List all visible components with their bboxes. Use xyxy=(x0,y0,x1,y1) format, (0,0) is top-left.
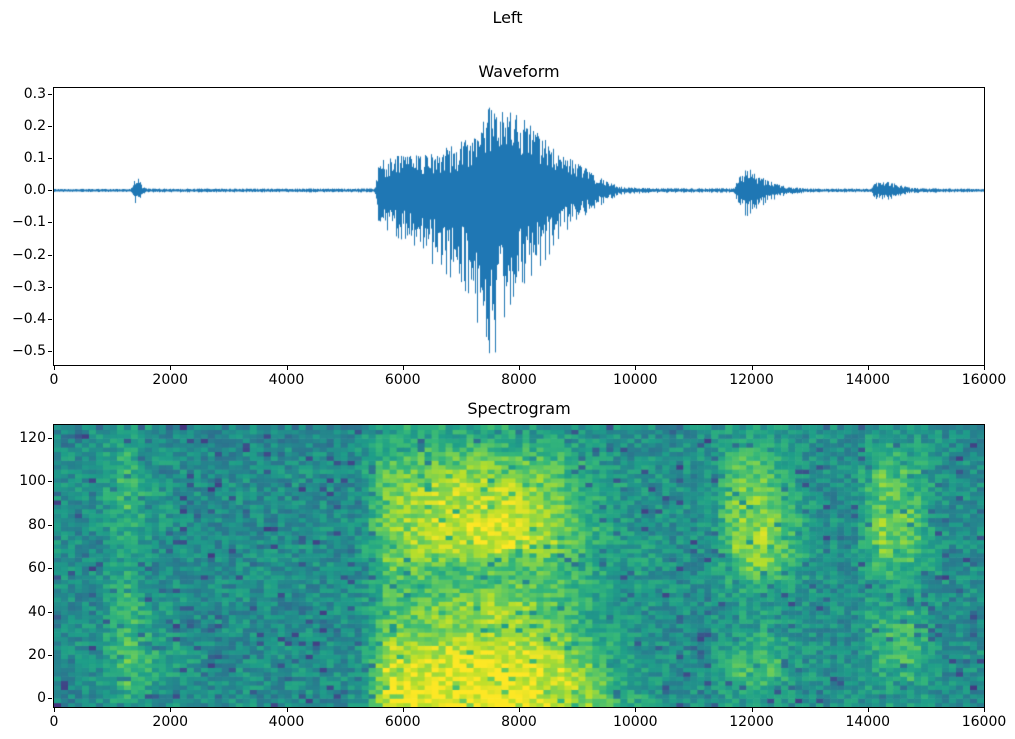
y-tick-label: 0.2 xyxy=(23,118,46,135)
x-tick-label: 6000 xyxy=(384,372,421,388)
y-tick-label: 0.3 xyxy=(23,86,46,103)
x-tick-label: 12000 xyxy=(729,714,774,730)
y-tick-label: 0 xyxy=(37,690,46,707)
x-tick-label: 12000 xyxy=(729,372,774,388)
y-tick-label: −0.1 xyxy=(12,214,46,231)
x-tick-mark xyxy=(751,366,753,370)
spectrogram-plot xyxy=(54,425,984,707)
waveform-plot xyxy=(54,88,984,365)
y-tick-label: −0.4 xyxy=(12,310,46,327)
x-tick-label: 2000 xyxy=(152,714,189,730)
x-tick-mark xyxy=(867,708,869,712)
x-tick-mark xyxy=(402,708,404,712)
y-tick-label: 20 xyxy=(28,646,46,663)
spectrogram-axes xyxy=(53,424,985,708)
y-tick-mark xyxy=(48,158,52,160)
x-tick-mark xyxy=(519,366,520,370)
y-tick-label: 100 xyxy=(19,473,46,490)
y-tick-mark xyxy=(48,126,52,128)
x-tick-mark xyxy=(286,366,288,370)
x-tick-label: 10000 xyxy=(612,372,658,388)
x-tick-mark xyxy=(170,708,172,712)
y-tick-mark xyxy=(48,222,52,224)
x-tick-label: 14000 xyxy=(845,714,891,730)
x-tick-mark xyxy=(867,366,869,370)
y-tick-label: 0.0 xyxy=(23,182,46,199)
y-tick-label: 80 xyxy=(28,516,46,533)
y-tick-mark xyxy=(48,654,52,656)
x-tick-label: 10000 xyxy=(612,714,658,730)
x-tick-mark xyxy=(519,708,520,712)
y-tick-mark xyxy=(48,318,52,320)
y-tick-label: 0.1 xyxy=(23,150,46,167)
waveform-title: Waveform xyxy=(478,62,560,81)
x-tick-mark xyxy=(751,708,753,712)
x-tick-label: 6000 xyxy=(384,714,421,730)
y-tick-mark xyxy=(48,611,52,613)
y-tick-mark xyxy=(48,190,52,192)
x-tick-label: 8000 xyxy=(501,714,537,730)
x-tick-mark xyxy=(402,366,404,370)
y-tick-label: −0.5 xyxy=(12,342,46,359)
y-tick-label: 60 xyxy=(28,560,46,577)
y-tick-mark xyxy=(48,698,52,700)
x-tick-label: 4000 xyxy=(268,372,305,388)
x-tick-label: 16000 xyxy=(961,714,1007,730)
y-tick-mark xyxy=(48,481,52,483)
x-tick-label: 4000 xyxy=(268,714,305,730)
y-tick-label: 120 xyxy=(19,430,46,446)
y-tick-mark xyxy=(48,94,52,96)
x-tick-label: 0 xyxy=(49,714,59,730)
y-tick-mark xyxy=(48,350,52,352)
y-tick-label: −0.2 xyxy=(12,246,46,263)
y-tick-mark xyxy=(48,438,52,439)
y-tick-mark xyxy=(48,286,52,288)
x-tick-label: 8000 xyxy=(501,372,537,388)
x-tick-label: 2000 xyxy=(152,372,189,388)
figure-suptitle: Left xyxy=(492,8,523,27)
x-tick-mark xyxy=(54,708,55,712)
y-tick-label: 40 xyxy=(28,603,46,620)
y-tick-label: −0.3 xyxy=(12,278,46,295)
x-tick-label: 16000 xyxy=(961,372,1007,388)
x-tick-mark xyxy=(170,366,172,370)
x-tick-label: 0 xyxy=(49,372,59,388)
x-tick-mark xyxy=(635,366,637,370)
x-tick-mark xyxy=(984,708,985,712)
spectrogram-title: Spectrogram xyxy=(467,399,571,418)
x-tick-mark xyxy=(286,708,288,712)
waveform-axes xyxy=(53,87,985,366)
y-tick-mark xyxy=(48,568,52,570)
x-tick-mark xyxy=(635,708,637,712)
x-tick-mark xyxy=(54,366,55,370)
y-tick-mark xyxy=(48,524,52,526)
x-tick-label: 14000 xyxy=(845,372,891,388)
y-tick-mark xyxy=(48,254,52,256)
x-tick-mark xyxy=(984,366,985,370)
